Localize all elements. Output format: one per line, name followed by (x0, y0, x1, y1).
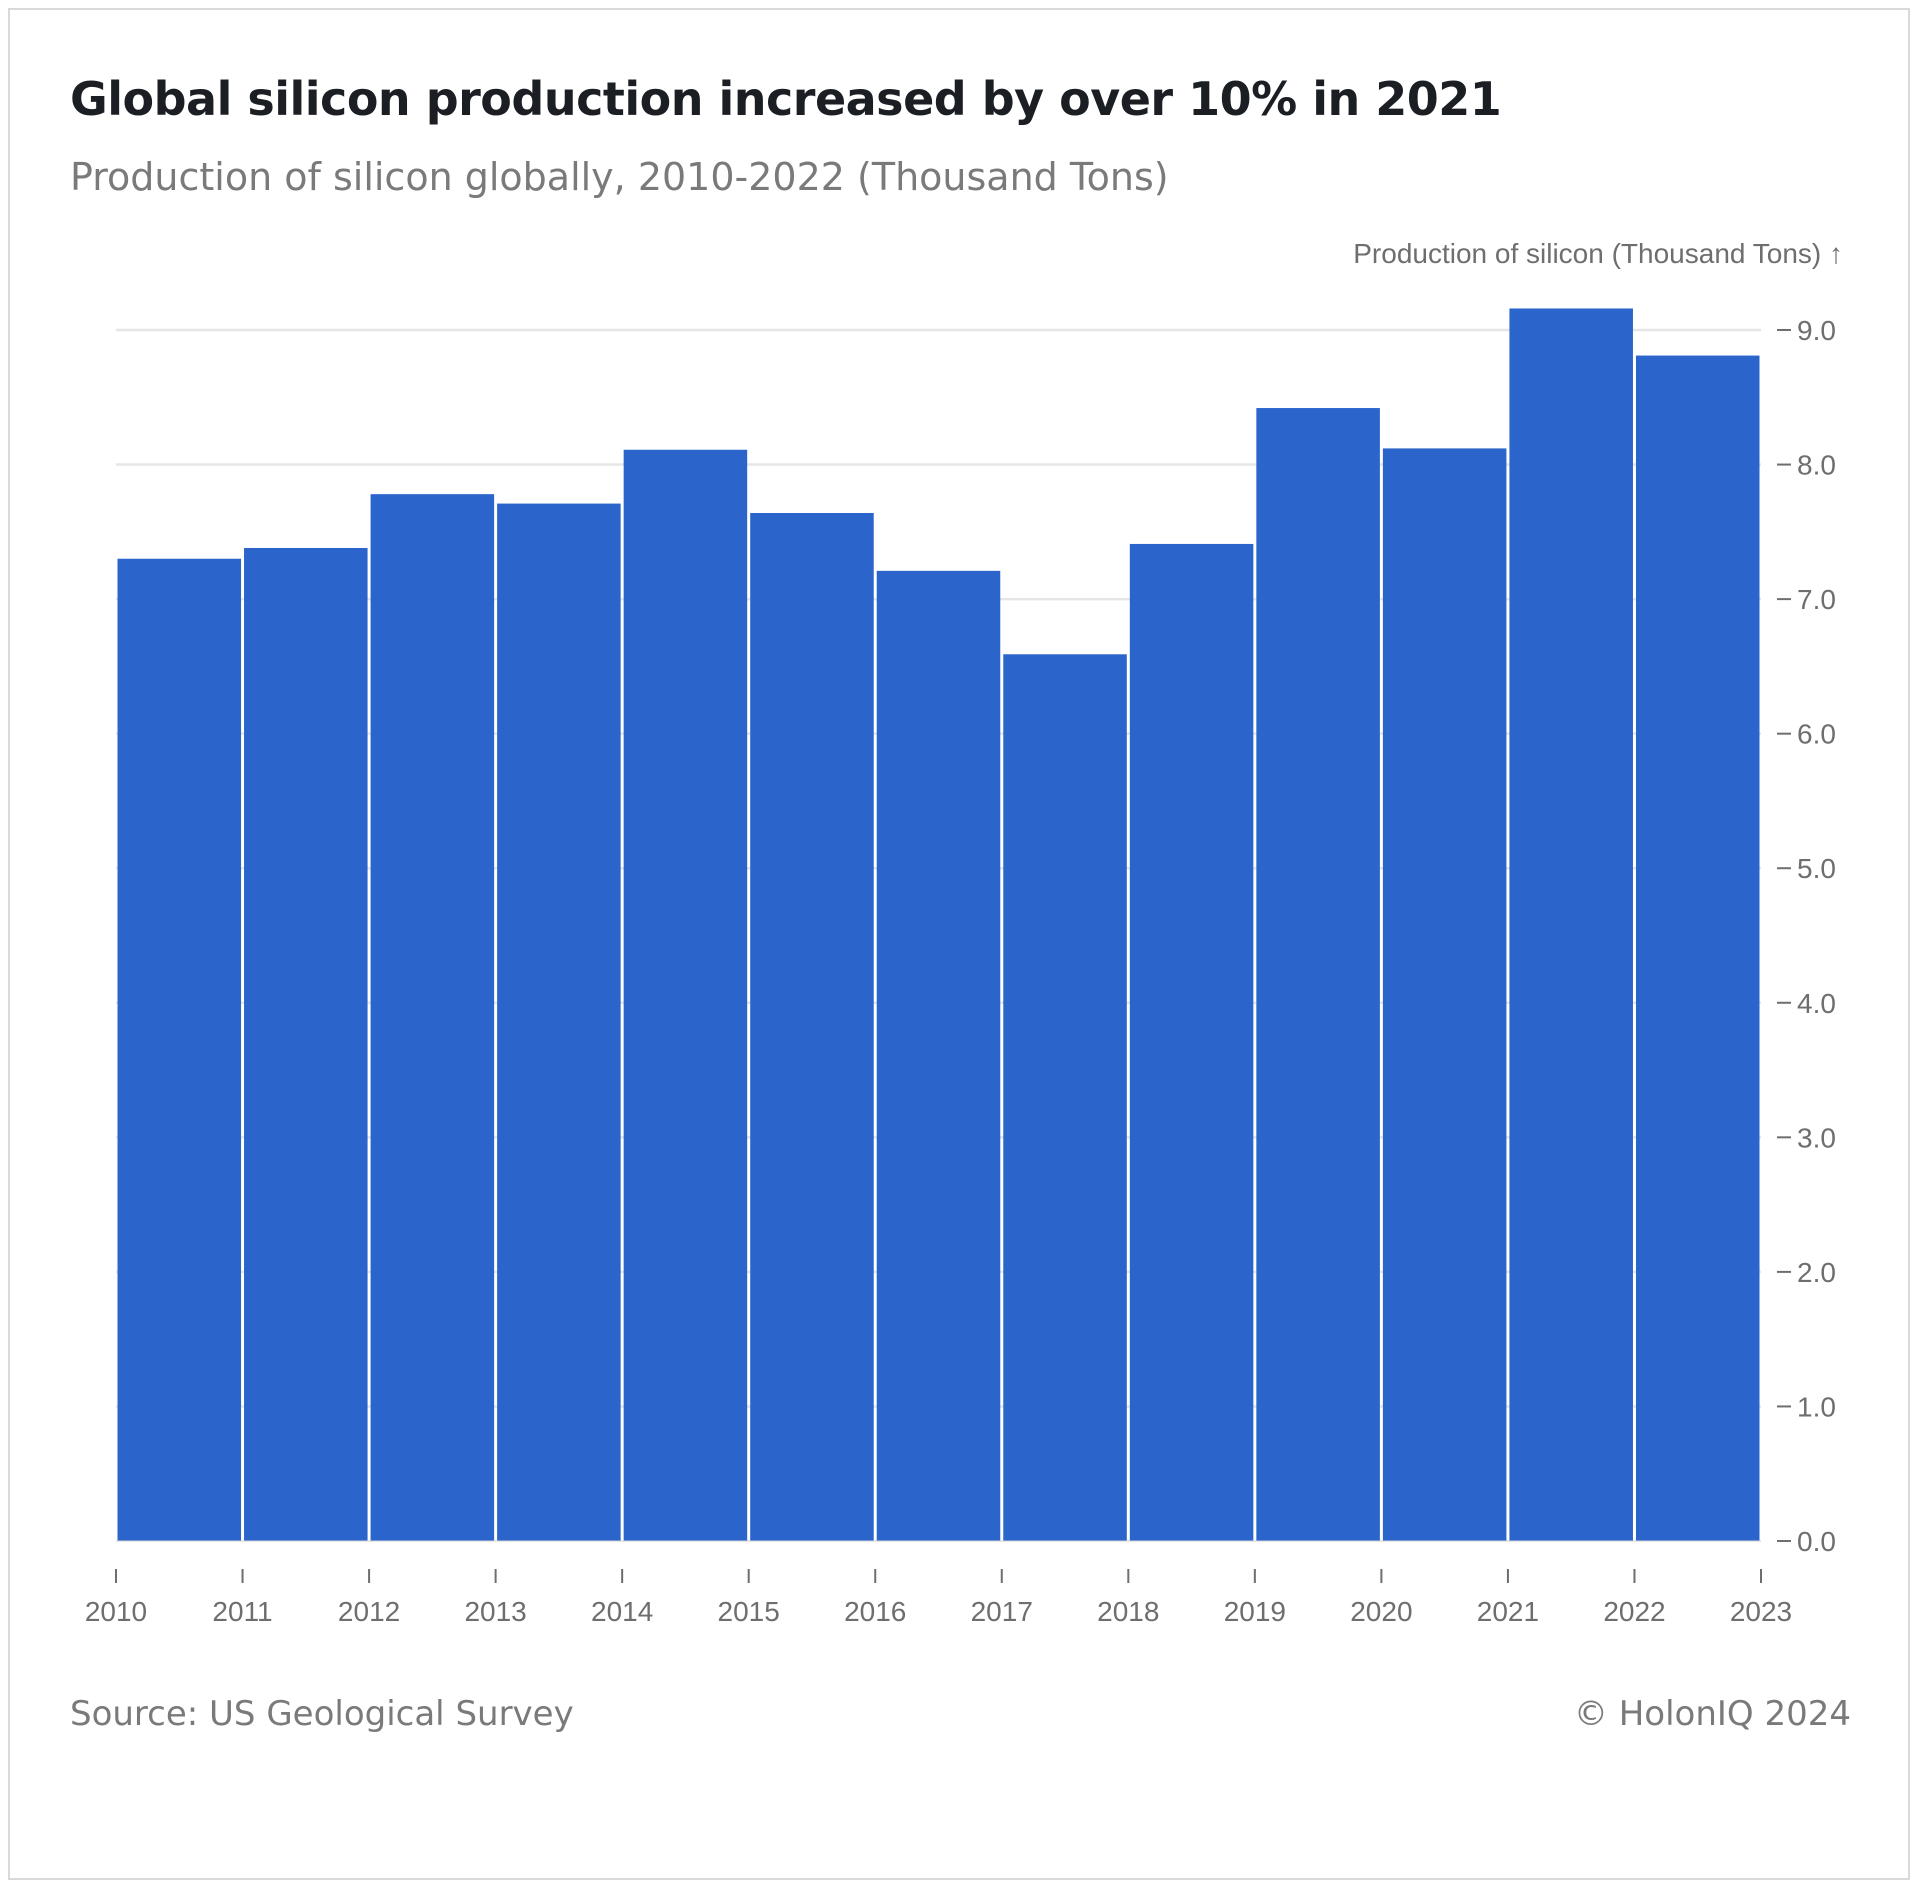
bar-2017 (1003, 654, 1127, 1541)
x-tick-label: 2010 (85, 1596, 147, 1627)
source-note: Source: US Geological Survey (70, 1694, 574, 1734)
x-tick-label: 2015 (718, 1596, 780, 1627)
y-tick-label: 3.0 (1797, 1122, 1836, 1153)
chart-subtitle: Production of silicon globally, 2010-202… (70, 155, 1169, 199)
chart-title: Global silicon production increased by o… (70, 72, 1502, 126)
x-tick-label: 2023 (1730, 1596, 1792, 1627)
bar-2015 (750, 512, 874, 1541)
x-tick-label: 2014 (591, 1596, 653, 1627)
x-tick-label: 2012 (338, 1596, 400, 1627)
y-tick-label: 5.0 (1797, 853, 1836, 884)
bars (117, 308, 1760, 1542)
x-tick-label: 2022 (1603, 1596, 1665, 1627)
bar-2020 (1382, 448, 1507, 1541)
y-tick-label: 2.0 (1797, 1257, 1836, 1288)
bar-2011 (244, 547, 368, 1541)
y-axis-label: Production of silicon (Thousand Tons) ↑ (1353, 238, 1843, 269)
bar-2022 (1635, 355, 1760, 1541)
copyright-note: © HolonIQ 2024 (1573, 1694, 1851, 1734)
y-tick-label: 9.0 (1797, 315, 1836, 346)
x-tick-label: 2020 (1350, 1596, 1412, 1627)
bar-2016 (876, 570, 1001, 1541)
x-tick-label: 2021 (1477, 1596, 1539, 1627)
y-tick-label: 7.0 (1797, 584, 1836, 615)
y-tick-label: 1.0 (1797, 1391, 1836, 1422)
x-tick-label: 2018 (1097, 1596, 1159, 1627)
y-tick-label: 8.0 (1797, 450, 1836, 481)
x-tick-label: 2013 (464, 1596, 526, 1627)
x-tick-label: 2019 (1224, 1596, 1286, 1627)
x-tick-label: 2011 (212, 1596, 272, 1627)
bar-2018 (1129, 543, 1254, 1541)
bar-2021 (1509, 308, 1633, 1542)
bar-2010 (117, 558, 242, 1541)
bar-2012 (370, 494, 495, 1542)
y-tick-label: 6.0 (1797, 719, 1836, 750)
bar-2019 (1256, 408, 1380, 1541)
x-tick-label: 2016 (844, 1596, 906, 1627)
bar-2013 (497, 503, 621, 1541)
bar-2014 (623, 449, 748, 1542)
y-tick-label: 0.0 (1797, 1526, 1836, 1557)
y-tick-label: 4.0 (1797, 988, 1836, 1019)
x-tick-label: 2017 (971, 1596, 1033, 1627)
axes: 0.0 1.0 2.0 3.0 4.0 5.0 6.0 7.0 8.0 9.0 2010 2011 20… (85, 315, 1836, 1627)
